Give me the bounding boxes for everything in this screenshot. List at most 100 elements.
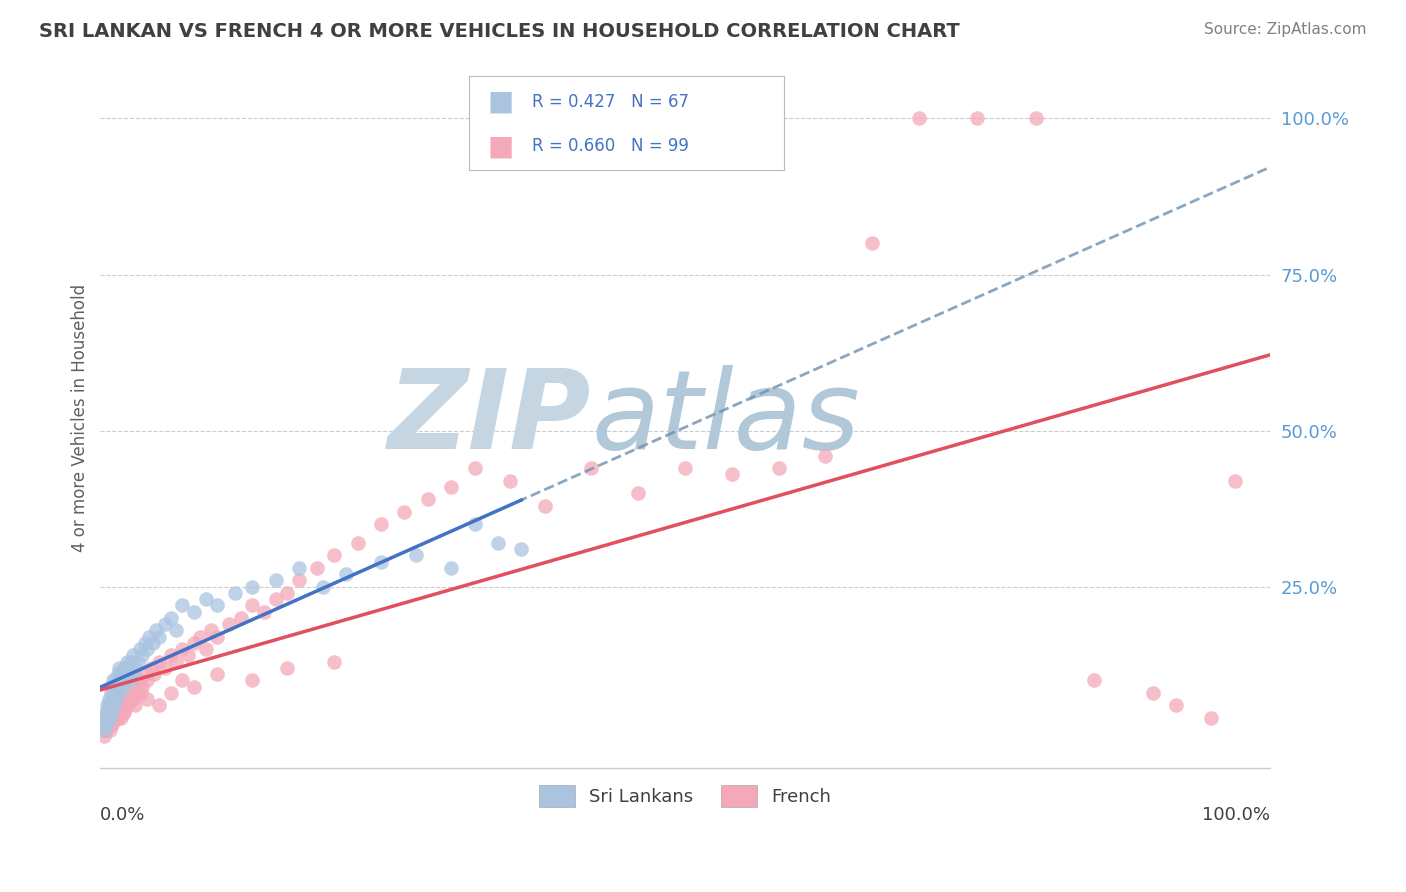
- Point: [159, 648, 181, 663]
- Point: [346, 536, 368, 550]
- Point: [107, 711, 129, 725]
- Point: [115, 692, 138, 706]
- Point: [96, 723, 118, 738]
- Point: [96, 705, 118, 719]
- Point: [416, 492, 439, 507]
- Point: [93, 730, 115, 744]
- Point: [127, 655, 149, 669]
- Point: [464, 461, 486, 475]
- Point: [97, 692, 120, 706]
- Point: [103, 711, 125, 725]
- Point: [118, 692, 141, 706]
- Point: [200, 624, 222, 638]
- Point: [533, 499, 555, 513]
- Point: [159, 611, 181, 625]
- Point: [103, 705, 125, 719]
- Point: [108, 680, 131, 694]
- Point: [117, 698, 139, 713]
- Point: [100, 705, 122, 719]
- Point: [323, 655, 346, 669]
- Point: [194, 642, 217, 657]
- Point: [253, 605, 276, 619]
- Point: [98, 705, 121, 719]
- Point: [101, 680, 124, 694]
- Point: [112, 661, 135, 675]
- Point: [103, 673, 125, 688]
- Point: [120, 686, 142, 700]
- Point: [103, 692, 125, 706]
- Point: [101, 698, 124, 713]
- Point: [101, 717, 124, 731]
- Point: [98, 723, 121, 738]
- Point: [768, 461, 790, 475]
- Point: [1142, 686, 1164, 700]
- Point: [112, 705, 135, 719]
- Point: [104, 698, 127, 713]
- Point: [142, 636, 165, 650]
- Point: [129, 673, 152, 688]
- Point: [498, 474, 520, 488]
- Point: [104, 692, 127, 706]
- Point: [103, 686, 125, 700]
- Point: [112, 705, 135, 719]
- Point: [115, 667, 138, 681]
- Point: [1083, 673, 1105, 688]
- Text: atlas: atlas: [592, 365, 860, 472]
- Point: [101, 717, 124, 731]
- Point: [97, 698, 120, 713]
- Point: [108, 661, 131, 675]
- Point: [105, 705, 128, 719]
- Point: [131, 648, 153, 663]
- Point: [145, 624, 167, 638]
- Point: [110, 705, 132, 719]
- Point: [440, 480, 463, 494]
- Point: [96, 717, 118, 731]
- Point: [183, 605, 205, 619]
- Point: [118, 673, 141, 688]
- Point: [188, 630, 211, 644]
- Point: [276, 586, 298, 600]
- Point: [117, 661, 139, 675]
- Point: [148, 655, 170, 669]
- Point: [94, 723, 117, 738]
- Point: [138, 630, 160, 644]
- Point: [96, 711, 118, 725]
- Point: [110, 673, 132, 688]
- Text: SRI LANKAN VS FRENCH 4 OR MORE VEHICLES IN HOUSEHOLD CORRELATION CHART: SRI LANKAN VS FRENCH 4 OR MORE VEHICLES …: [39, 22, 960, 41]
- Text: 0.0%: 0.0%: [100, 806, 146, 824]
- Point: [103, 705, 125, 719]
- Point: [108, 698, 131, 713]
- Point: [98, 711, 121, 725]
- Point: [105, 680, 128, 694]
- Point: [98, 698, 121, 713]
- Point: [288, 574, 311, 588]
- Point: [120, 655, 142, 669]
- Point: [104, 673, 127, 688]
- Point: [103, 698, 125, 713]
- Point: [97, 705, 120, 719]
- Point: [111, 680, 134, 694]
- Point: [148, 698, 170, 713]
- Point: [510, 542, 533, 557]
- Point: [627, 486, 650, 500]
- Point: [1223, 474, 1246, 488]
- Point: [305, 561, 328, 575]
- Point: [98, 711, 121, 725]
- Point: [908, 112, 931, 126]
- Point: [122, 648, 145, 663]
- Point: [183, 680, 205, 694]
- Point: [240, 580, 263, 594]
- Point: [814, 449, 837, 463]
- Point: [165, 655, 187, 669]
- Point: [276, 661, 298, 675]
- Point: [136, 642, 159, 657]
- Point: [94, 717, 117, 731]
- Point: [153, 661, 176, 675]
- Point: [207, 667, 229, 681]
- Point: [136, 673, 159, 688]
- Text: ZIP: ZIP: [388, 365, 592, 472]
- Point: [224, 586, 246, 600]
- Legend: Sri Lankans, French: Sri Lankans, French: [531, 778, 838, 814]
- Y-axis label: 4 or more Vehicles in Household: 4 or more Vehicles in Household: [72, 284, 89, 552]
- Point: [94, 711, 117, 725]
